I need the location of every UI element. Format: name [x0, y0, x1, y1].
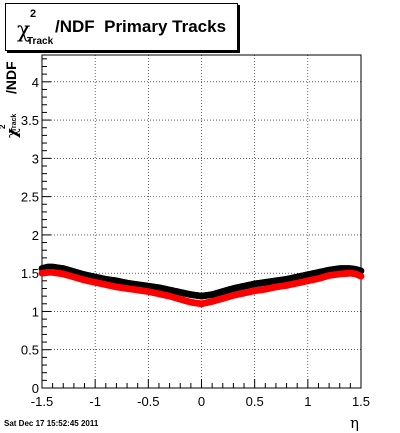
x-tick-label: -0.5	[137, 394, 159, 409]
x-tick-label: -1.5	[31, 394, 53, 409]
y-axis-title: χ 2 Track /NDF	[0, 61, 21, 138]
title-box: χ 2 Track /NDF Primary Tracks	[5, 3, 238, 51]
y-tick-label: 1	[32, 304, 39, 319]
x-tick-label: -1	[89, 394, 101, 409]
x-tick-label: 1	[304, 394, 311, 409]
y-tick-label: 2.5	[21, 190, 39, 205]
title-chi-symbol: χ	[17, 18, 31, 43]
y-title-subscript: Track	[11, 113, 18, 132]
x-tick-label: 0	[198, 394, 205, 409]
x-tick-label: 1.5	[352, 394, 370, 409]
y-tick-label: 0	[32, 381, 39, 396]
x-axis-title: η	[350, 414, 359, 432]
y-tick-label: 0.5	[21, 343, 39, 358]
datestamp: Sat Dec 17 15:52:45 2011	[4, 419, 99, 428]
chart-title: /NDF Primary Tracks	[55, 17, 227, 36]
y-tick-label: 3.5	[21, 113, 39, 128]
y-tick-label: 1.5	[21, 266, 39, 281]
title-subscript: Track	[27, 36, 54, 47]
y-title-superscript: 2	[0, 125, 7, 129]
y-tick-label: 4	[32, 75, 39, 90]
y-tick-label: 3	[32, 151, 39, 166]
x-tick-label: 0.5	[246, 394, 264, 409]
y-tick-label: 2	[32, 228, 39, 243]
y-title-suffix: /NDF	[3, 61, 19, 94]
plot-frame	[41, 54, 362, 389]
title-superscript: 2	[30, 8, 37, 20]
data-point-series-2	[357, 272, 365, 280]
